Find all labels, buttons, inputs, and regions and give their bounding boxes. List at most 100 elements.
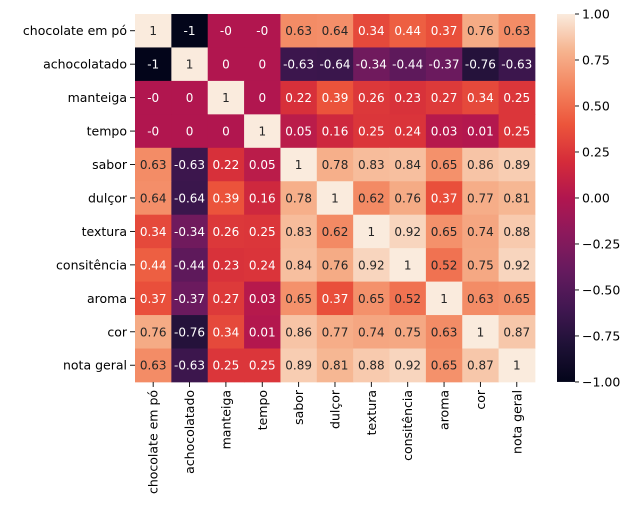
heatmap-cell	[280, 14, 318, 48]
cell-value-label: 1	[368, 225, 376, 239]
heatmap-cell	[462, 281, 499, 316]
heatmap-cell	[316, 315, 354, 349]
heatmap-cell	[498, 248, 536, 282]
colorbar-tick-label: −0.25	[582, 236, 620, 251]
heatmap-cell	[389, 80, 427, 115]
cell-value-label: -0.63	[501, 58, 532, 72]
colorbar-tick-label: −0.50	[582, 282, 620, 297]
heatmap-cell	[316, 47, 354, 82]
heatmap-cell	[462, 114, 499, 149]
cell-value-label: -0	[147, 91, 159, 105]
heatmap-cell	[171, 214, 209, 249]
cell-value-label: -0.64	[174, 191, 205, 205]
cell-value-label: 1	[477, 325, 485, 339]
heatmap-cell	[389, 248, 427, 282]
cell-value-label: -0.63	[174, 359, 205, 373]
heatmap-cell-labels: 1 -1 -0 -0 0.63 0.64 0.34 0.44 0.37 0.76 0.63 -1 1 0 0…	[140, 24, 532, 373]
heatmap-cell	[389, 114, 427, 149]
heatmap-cell	[389, 348, 427, 383]
heatmap-cell	[425, 147, 463, 182]
cell-value-label: 0.26	[358, 91, 385, 105]
cell-value-label: 0.88	[503, 225, 530, 239]
cell-value-label: 0.23	[213, 258, 240, 272]
heatmap-cell	[353, 147, 390, 182]
heatmap-cells	[135, 14, 536, 383]
cell-value-label: 0.05	[285, 125, 312, 139]
cell-value-label: 0.92	[394, 359, 421, 373]
heatmap-cell	[425, 47, 463, 82]
heatmap-cell	[316, 80, 354, 115]
cell-value-label: 1	[440, 292, 448, 306]
heatmap-cell	[207, 14, 245, 48]
cell-value-label: 1	[222, 91, 230, 105]
cell-value-label: -0.76	[174, 325, 205, 339]
cell-value-label: 0.83	[285, 225, 312, 239]
colorbar-tick-label: 0.25	[582, 144, 610, 159]
x-axis: chocolate em pó achocolatado manteiga tempo…	[146, 381, 524, 494]
cell-value-label: 0	[258, 58, 266, 72]
x-tick-label: sabor	[291, 389, 306, 425]
cell-value-label: 0.24	[394, 125, 421, 139]
heatmap-cell	[207, 281, 245, 316]
heatmap-cell	[353, 47, 390, 82]
heatmap-cell	[498, 315, 536, 349]
cell-value-label: 0.27	[213, 292, 240, 306]
colorbar-tick-label: 1.00	[582, 7, 610, 22]
cell-value-label: 0.65	[431, 225, 458, 239]
cell-value-label: 1	[295, 158, 303, 172]
cell-value-label: 0.34	[467, 91, 494, 105]
cell-value-label: 0.26	[213, 225, 240, 239]
heatmap-cell	[280, 114, 318, 149]
cell-value-label: 0.39	[213, 191, 240, 205]
y-tick-label: tempo	[87, 124, 127, 139]
heatmap-cell	[135, 14, 172, 48]
heatmap-cell	[353, 14, 390, 48]
cell-value-label: 0	[186, 125, 194, 139]
heatmap-cell	[135, 315, 172, 349]
cell-value-label: 0.84	[394, 158, 421, 172]
y-tick-label: sabor	[92, 157, 128, 172]
heatmap-cell	[425, 348, 463, 383]
cell-value-label: -0.44	[392, 58, 423, 72]
heatmap-cell	[244, 348, 281, 383]
cell-value-label: 0.76	[394, 191, 421, 205]
heatmap-cell	[244, 181, 281, 216]
cell-value-label: 0.92	[503, 258, 530, 272]
heatmap-cell	[462, 348, 499, 383]
cell-value-label: 0.87	[503, 325, 530, 339]
heatmap-cell	[207, 181, 245, 216]
cell-value-label: 0.78	[285, 191, 312, 205]
heatmap-cell	[207, 147, 245, 182]
cell-value-label: -0.37	[429, 58, 460, 72]
heatmap-cell	[353, 315, 390, 349]
heatmap-cell	[316, 181, 354, 216]
heatmap-cell	[207, 348, 245, 383]
heatmap-cell	[280, 47, 318, 82]
heatmap-cell	[498, 181, 536, 216]
heatmap-cell	[498, 348, 536, 383]
cell-value-label: -0	[256, 24, 268, 38]
heatmap-cell	[280, 248, 318, 282]
x-tick-label: aroma	[437, 390, 452, 430]
cell-value-label: 0.74	[467, 225, 494, 239]
cell-value-label: 1	[258, 125, 266, 139]
heatmap-cell	[353, 214, 390, 249]
heatmap-cell	[389, 47, 427, 82]
cell-value-label: -0.63	[283, 58, 314, 72]
cell-value-label: 0.34	[358, 24, 385, 38]
cell-value-label: 0.05	[249, 158, 276, 172]
cell-value-label: 0.63	[467, 292, 494, 306]
heatmap-cell	[462, 80, 499, 115]
cell-value-label: 0.89	[285, 359, 312, 373]
cell-value-label: 1	[331, 191, 339, 205]
cell-value-label: 0.92	[358, 258, 385, 272]
heatmap-cell	[280, 181, 318, 216]
x-tick-label: nota geral	[509, 390, 524, 454]
heatmap-cell	[462, 214, 499, 249]
cell-value-label: 0.78	[322, 158, 349, 172]
heatmap-cell	[425, 181, 463, 216]
heatmap-cell	[389, 181, 427, 216]
heatmap-cell	[498, 281, 536, 316]
cell-value-label: 0.62	[322, 225, 349, 239]
heatmap-cell	[280, 281, 318, 316]
